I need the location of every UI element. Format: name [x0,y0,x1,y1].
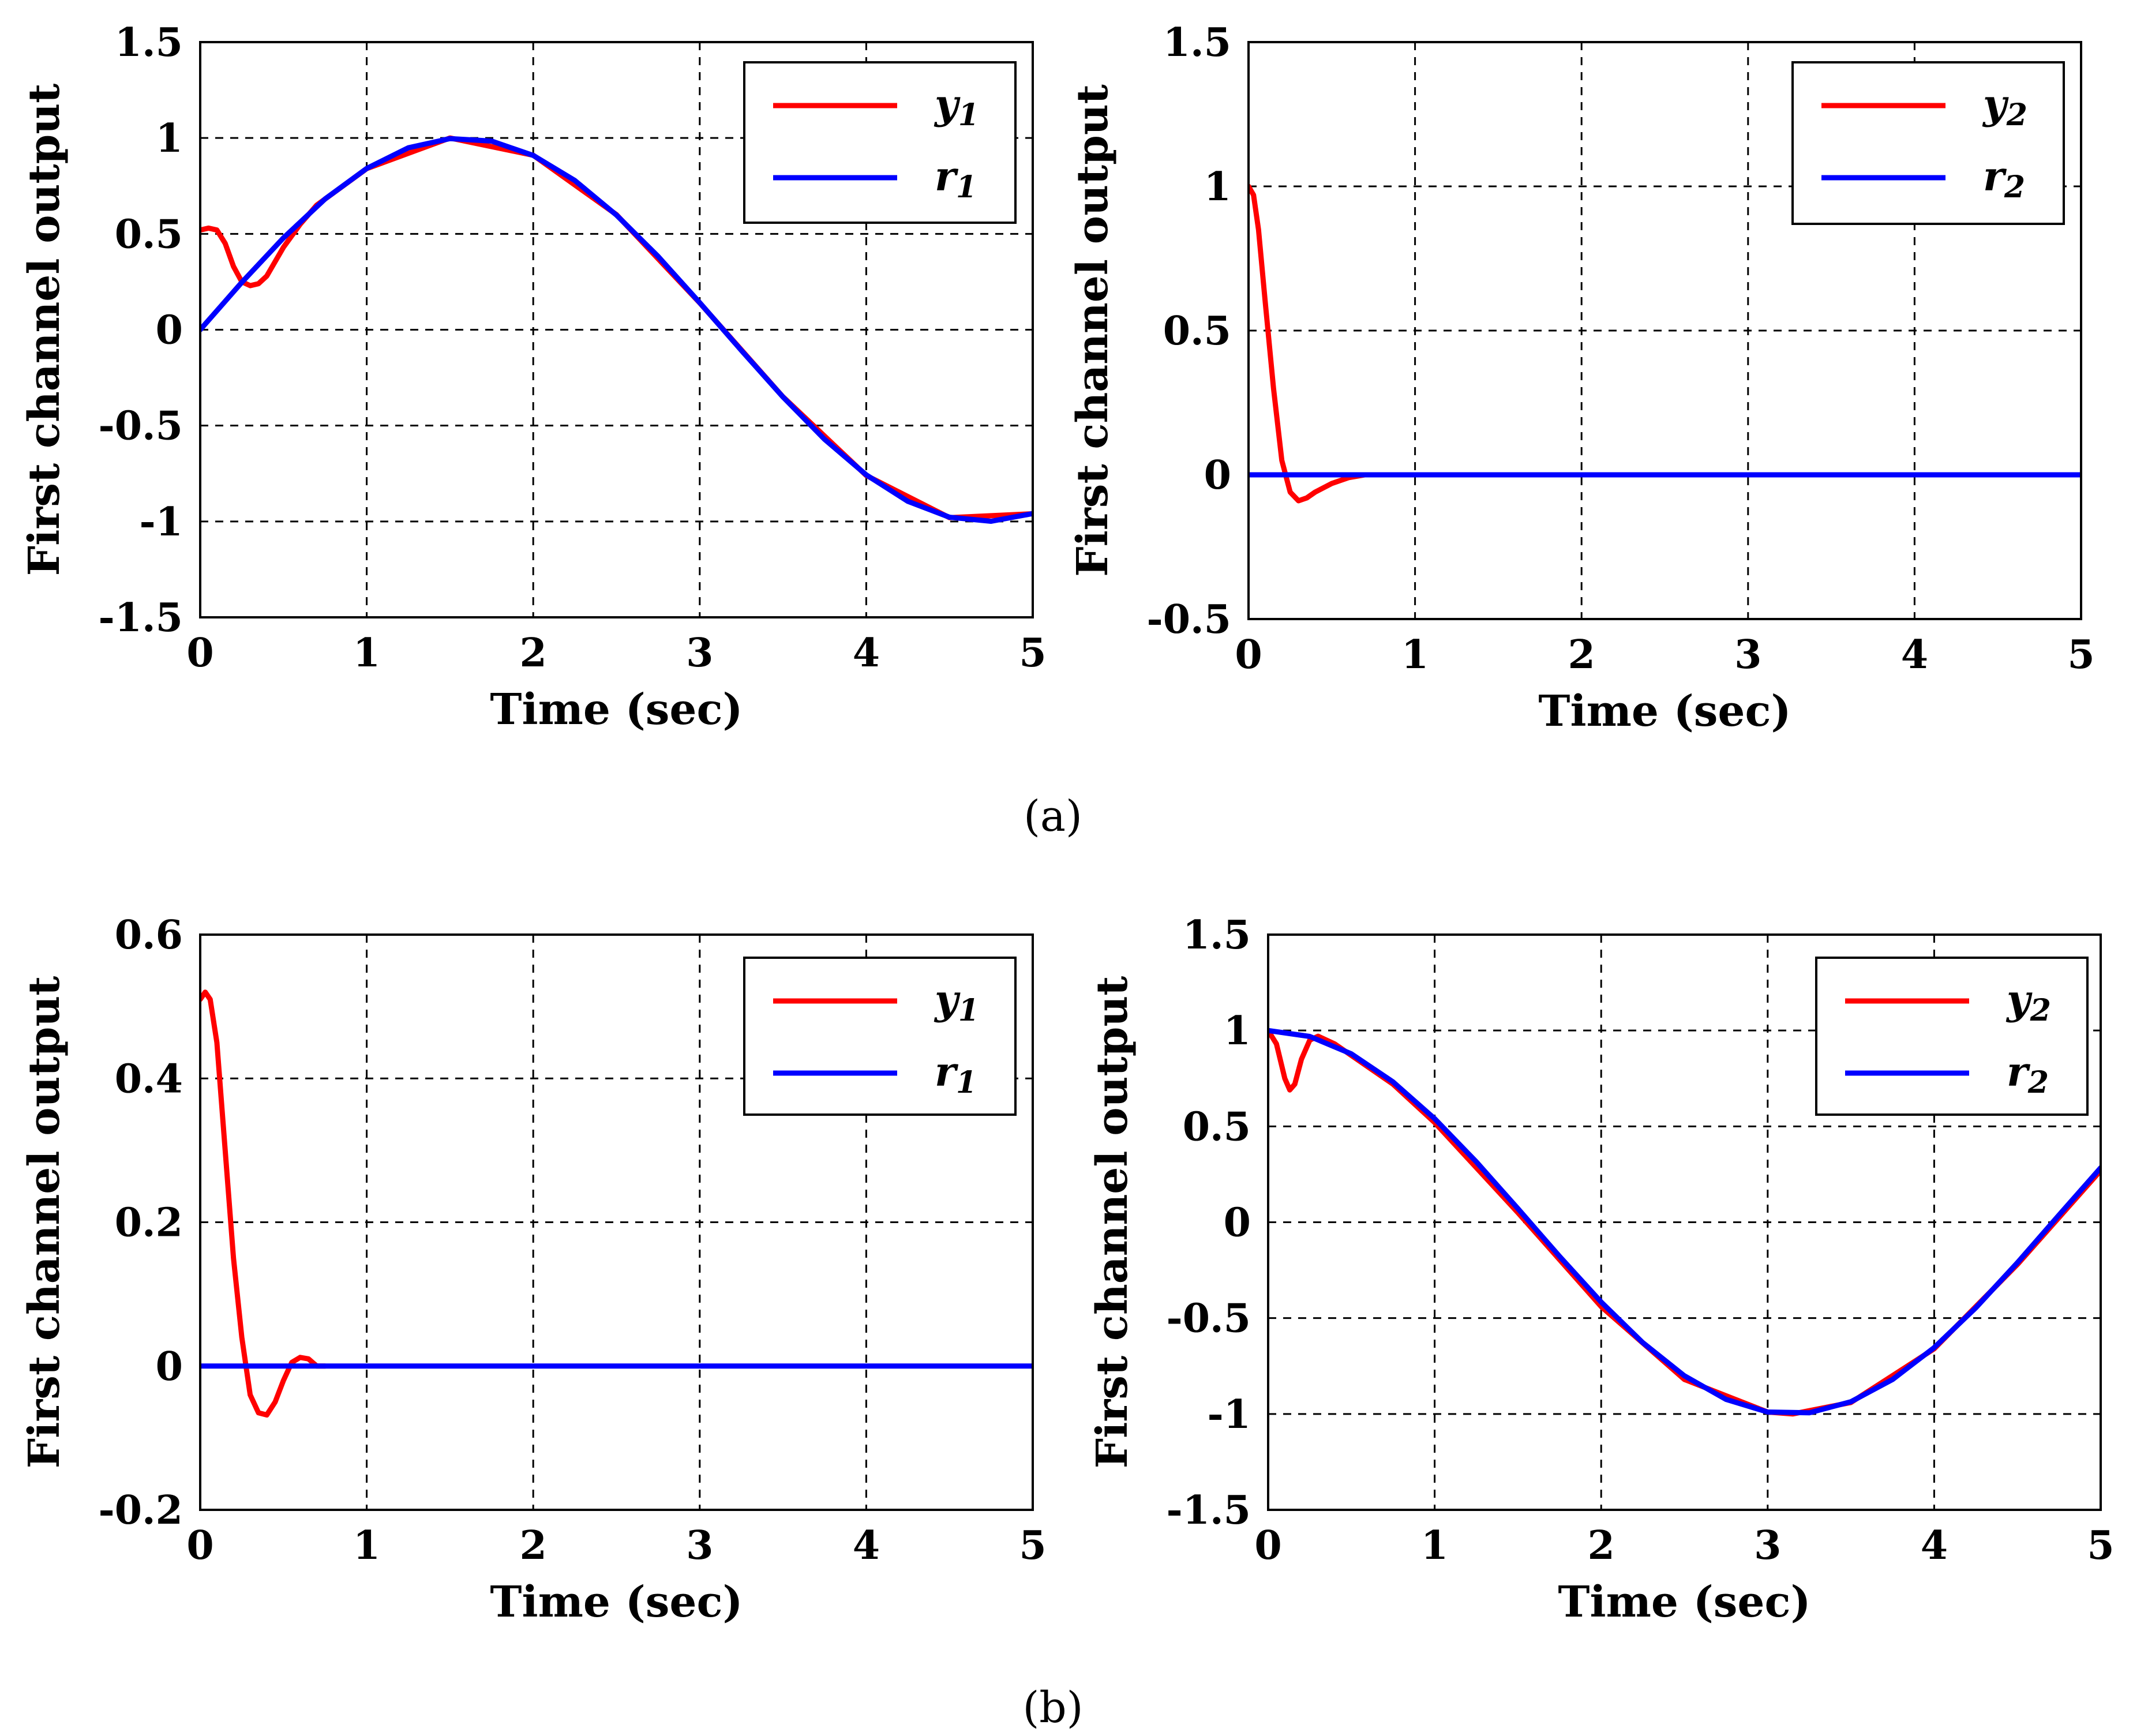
legend-box [743,957,1017,1116]
x-tick-label: 0 [186,1523,213,1569]
legend-label-y2: y2 [1982,80,2027,133]
x-tick-label: 5 [2067,632,2094,678]
y-axis-label: First channel output [20,84,69,576]
y-tick-label: 1 [156,115,183,162]
axes-frame [1247,41,2082,620]
legend-box [743,61,1017,224]
legend-label-r1: r1 [935,152,977,205]
y-tick-label: 1.5 [1163,20,1231,66]
legend-label-r2: r2 [2007,1048,2049,1100]
x-tick-label: 2 [1588,1523,1615,1569]
chart-a-left: 0 1 2 3 4 5 -1.5 -1 -0.5 0 0.5 1 1.5 Time (sec) First … [20,20,1047,734]
x-axis-label: Time (sec) [1538,687,1791,736]
y-axis-label: First channel output [1068,84,1118,577]
axes-frame [199,933,1034,1511]
y-tick-label: -0.5 [1146,597,1231,643]
chart-b-right: 0 1 2 3 4 5 -1.5 -1 -0.5 0 0.5 1 1.5 Time (sec) First … [1088,912,2115,1627]
y-tick-label: -1.5 [98,595,183,641]
series-line-y2 [1249,183,1368,504]
y-tick-label: 0.5 [1183,1104,1251,1150]
x-tick-label: 4 [853,1523,880,1569]
y-tick-label: 0 [1204,452,1231,498]
y-axis-label: First channel output [1088,976,1137,1469]
x-tick-label: 0 [186,630,213,676]
axes-frame [1267,933,2102,1511]
legend-label-y1: y1 [934,80,979,133]
x-tick-label: 5 [1019,630,1046,676]
x-tick-label: 4 [853,630,880,676]
y-tick-label: -0.5 [1166,1296,1251,1342]
x-tick-label: 3 [686,1523,713,1569]
x-tick-label: 4 [1921,1523,1948,1569]
axes-frame [199,41,1034,618]
plot-area [200,989,1033,1418]
x-axis-label: Time (sec) [490,685,743,734]
y-tick-label: 0 [156,1344,183,1390]
y-tick-label: -1.5 [1166,1487,1251,1533]
y-tick-label: 1 [1204,164,1231,210]
y-tick-label: 0.5 [115,211,183,257]
y-axis-label: First channel output [20,976,69,1469]
x-tick-label: 2 [520,1523,547,1569]
legend-label-y1: y1 [934,976,979,1028]
x-tick-label: 1 [353,630,380,676]
y-tick-label: 1.5 [1183,912,1251,958]
x-axis-label: Time (sec) [1558,1577,1810,1627]
y-tick-label: 0.4 [115,1056,183,1102]
x-tick-label: 1 [1401,632,1429,678]
x-tick-label: 5 [2087,1523,2114,1569]
x-axis-label: Time (sec) [490,1577,743,1627]
y-tick-label: 1.5 [115,20,183,66]
x-tick-label: 0 [1254,1523,1281,1569]
y-tick-label: -0.5 [98,403,183,449]
x-tick-label: 2 [1568,632,1595,678]
legend-box [1791,61,2065,225]
x-tick-label: 2 [520,630,547,676]
y-tick-label: 0 [156,308,183,354]
y-tick-label: -0.2 [98,1487,183,1533]
legend-box [1815,957,2089,1116]
caption-b: (b) [1022,1683,1083,1733]
legend-label-r1: r1 [935,1048,977,1100]
y-tick-label: 0.6 [115,912,183,958]
series-line-r2 [1268,1028,2101,1416]
x-tick-label: 1 [1421,1523,1448,1569]
series-line-r1 [200,136,1033,524]
y-tick-label: 0 [1224,1200,1251,1246]
y-tick-label: -1 [1207,1392,1251,1438]
caption-a: (a) [1024,792,1082,841]
x-tick-label: 5 [1019,1523,1046,1569]
plot-area [1268,1028,2101,1417]
plot-area [200,135,1033,524]
x-tick-label: 3 [1754,1523,1781,1569]
y-tick-label: -1 [139,499,183,545]
series-line-y1 [200,989,328,1418]
x-tick-label: 4 [1901,632,1928,678]
y-tick-label: 0.5 [1163,308,1231,354]
legend-label-y2: y2 [2005,976,2051,1028]
x-tick-label: 0 [1235,632,1262,678]
x-tick-label: 1 [353,1523,380,1569]
x-tick-label: 3 [1734,632,1761,678]
plot-area [1249,183,2081,504]
x-tick-label: 3 [686,630,713,676]
y-tick-label: 0.2 [115,1200,183,1246]
legend-label-r2: r2 [1983,152,2025,205]
y-tick-label: 1 [1224,1008,1251,1054]
